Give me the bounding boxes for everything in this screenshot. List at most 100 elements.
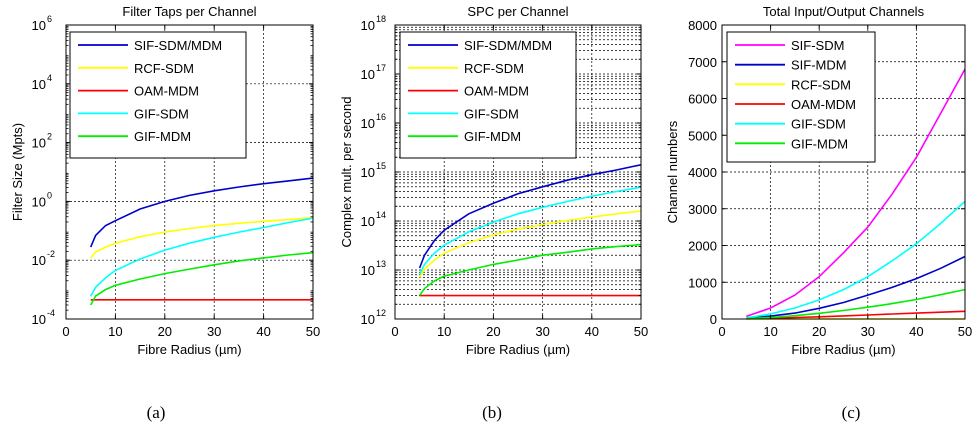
legend-label: SIF-SDM/MDM bbox=[134, 38, 222, 53]
series-line-sif-sdm-mdm bbox=[89, 177, 314, 248]
x-tick-label: 40 bbox=[256, 324, 270, 339]
x-tick-label: 50 bbox=[958, 324, 972, 339]
series-line-gif-sdm bbox=[90, 217, 314, 297]
y-tick-label: 10 -4 bbox=[32, 308, 55, 327]
tick-marks bbox=[721, 24, 966, 320]
legend-item: SIF-SDM/MDM bbox=[408, 38, 552, 53]
y-tick-exponent: -2 bbox=[47, 249, 55, 259]
y-tick-label: 10 4 bbox=[32, 73, 52, 92]
series-line-gif-mdm bbox=[418, 243, 642, 297]
y-tick-label: 10 -2 bbox=[32, 249, 55, 268]
y-tick-exponent: 13 bbox=[376, 259, 386, 269]
tick-marks bbox=[394, 24, 642, 320]
y-tick-exponent: 17 bbox=[376, 63, 386, 73]
x-tick-label: 0 bbox=[718, 324, 725, 339]
y-tick-label: 10 14 bbox=[361, 210, 386, 229]
x-tick-label: 30 bbox=[535, 324, 549, 339]
y-tick-base: 10 bbox=[361, 116, 375, 131]
y-tick-label: 5000 bbox=[688, 128, 717, 143]
y-tick-exponent: 2 bbox=[47, 132, 52, 142]
series-group bbox=[746, 68, 966, 320]
legend-label: GIF-SDM bbox=[464, 106, 519, 121]
legend-label: OAM-MDM bbox=[791, 97, 856, 112]
x-tick-label: 10 bbox=[108, 324, 122, 339]
tick-marks bbox=[65, 24, 314, 320]
series-line-oam-mdm bbox=[746, 310, 966, 320]
x-tick-label: 10 bbox=[437, 324, 451, 339]
x-axis-label: Fibre Radius (µm) bbox=[137, 342, 241, 357]
legend-label: OAM-MDM bbox=[464, 84, 529, 99]
legend: SIF-SDM/MDM RCF-SDM OAM-MDM GIF-SDM GIF-MDM bbox=[399, 31, 577, 159]
series-group bbox=[89, 177, 314, 306]
legend-item: GIF-SDM bbox=[735, 117, 846, 132]
legend-item: GIF-MDM bbox=[78, 129, 191, 144]
x-tick-label: 20 bbox=[486, 324, 500, 339]
series-line-sif-mdm bbox=[746, 255, 966, 320]
panel-caption: (c) bbox=[842, 403, 861, 422]
legend-item: GIF-SDM bbox=[408, 106, 519, 121]
y-tick-exponent: 18 bbox=[376, 14, 386, 24]
series-line-rcf-sdm bbox=[90, 216, 314, 259]
series-line-sif-sdm-mdm bbox=[418, 164, 642, 269]
y-tick-base: 10 bbox=[361, 263, 375, 278]
legend-item: SIF-SDM bbox=[735, 38, 844, 53]
y-tick-exponent: 12 bbox=[376, 308, 386, 318]
legend-item: RCF-SDM bbox=[78, 61, 194, 76]
y-tick-exponent: -4 bbox=[47, 308, 55, 318]
y-tick-base: 10 bbox=[32, 18, 46, 33]
chart-title: Filter Taps per Channel bbox=[122, 4, 256, 19]
x-tick-label: 40 bbox=[909, 324, 923, 339]
x-tick-label: 40 bbox=[585, 324, 599, 339]
panel-caption: (a) bbox=[147, 403, 166, 422]
x-tick-label: 50 bbox=[306, 324, 320, 339]
series-group bbox=[418, 164, 642, 297]
y-tick-exponent: 0 bbox=[47, 190, 52, 200]
axes-frame bbox=[65, 24, 314, 320]
y-tick-exponent: 14 bbox=[376, 210, 386, 220]
y-tick-label: 3000 bbox=[688, 202, 717, 217]
y-tick-label: 7000 bbox=[688, 55, 717, 70]
y-axis-label: Filter Size (Mpts) bbox=[10, 123, 25, 221]
legend-item: RCF-SDM bbox=[735, 77, 851, 92]
y-tick-label: 0 bbox=[710, 312, 717, 327]
legend-label: SIF-SDM bbox=[791, 38, 844, 53]
legend-label: SIF-MDM bbox=[791, 58, 847, 73]
legend-item: OAM-MDM bbox=[408, 84, 529, 99]
legend-label: GIF-SDM bbox=[134, 106, 189, 121]
x-tick-label: 50 bbox=[634, 324, 648, 339]
legend: SIF-SDM SIF-MDM RCF-SDM OAM-MDM GIF-SDM GIF-M… bbox=[726, 31, 876, 163]
legend-label: GIF-MDM bbox=[134, 129, 191, 144]
legend-label: SIF-SDM/MDM bbox=[464, 38, 552, 53]
legend-label: OAM-MDM bbox=[134, 84, 199, 99]
legend-item: GIF-SDM bbox=[78, 106, 189, 121]
series-line-gif-sdm bbox=[418, 186, 642, 276]
y-tick-label: 10 13 bbox=[361, 259, 386, 278]
legend-label: RCF-SDM bbox=[134, 61, 194, 76]
legend-item: RCF-SDM bbox=[408, 61, 524, 76]
y-tick-exponent: 6 bbox=[47, 14, 52, 24]
chart-title: SPC per Channel bbox=[467, 4, 568, 19]
y-tick-base: 10 bbox=[361, 67, 375, 82]
y-tick-label: 10 12 bbox=[361, 308, 386, 327]
y-tick-label: 10 0 bbox=[32, 190, 52, 209]
y-tick-label: 8000 bbox=[688, 18, 717, 33]
legend-item: GIF-MDM bbox=[735, 136, 848, 151]
y-tick-label: 6000 bbox=[688, 92, 717, 107]
legend-label: GIF-MDM bbox=[791, 136, 848, 151]
y-tick-exponent: 16 bbox=[376, 112, 386, 122]
panel-caption: (b) bbox=[482, 403, 502, 422]
x-tick-label: 30 bbox=[207, 324, 221, 339]
series-line-rcf-sdm bbox=[418, 210, 642, 278]
y-tick-base: 10 bbox=[32, 312, 46, 327]
y-tick-base: 10 bbox=[361, 18, 375, 33]
legend-box bbox=[726, 31, 876, 163]
x-tick-label: 20 bbox=[158, 324, 172, 339]
y-axis-label: Channel numbers bbox=[665, 120, 680, 223]
y-tick-exponent: 15 bbox=[376, 161, 386, 171]
y-tick-label: 10 6 bbox=[32, 14, 52, 33]
legend-label: GIF-MDM bbox=[464, 129, 521, 144]
y-tick-base: 10 bbox=[361, 165, 375, 180]
series-line-gif-sdm bbox=[746, 200, 966, 319]
